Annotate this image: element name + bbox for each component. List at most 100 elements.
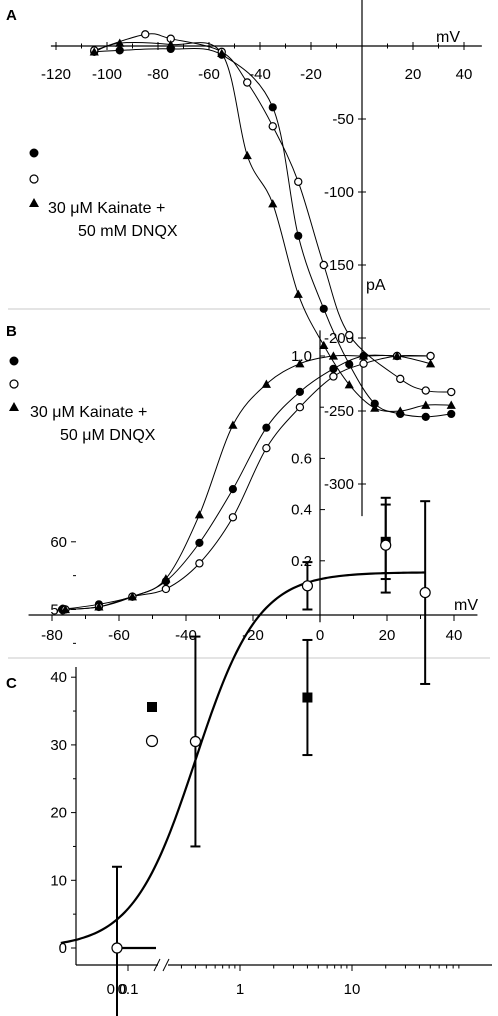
panel-a-y-tick-label: -250 [324, 403, 354, 420]
panel-a-legend: 30 μM Kainate + 50 mM DNQX [29, 148, 178, 240]
panel-a-x-tick-label: 40 [456, 66, 473, 83]
panel-a-point-30-m-kainate-50-mm-dnqx [293, 289, 303, 298]
panel-a-legend-label-dnqx-line2: 50 mM DNQX [78, 223, 178, 240]
panel-b-point-30-m-kainate-50-m-dnqx [60, 604, 70, 614]
panel-b-points [57, 351, 436, 614]
panel-b-point-30-m-kainate [359, 359, 368, 368]
panel-a-point-30-m-kainate [319, 260, 328, 270]
panel-a-point-30-m-kainate [141, 30, 150, 39]
panel-c-x-tick-label: 1 [236, 981, 244, 998]
panel-c-y-tick-label: 0 [59, 940, 67, 957]
panel-c-point-tris [302, 692, 313, 703]
panel-a-point-control [115, 46, 124, 55]
panel-a-y-tick-label: -100 [324, 184, 354, 201]
panel-b-point-30-m-kainate-50-m-dnqx [261, 379, 271, 388]
panel-a-point-30-m-kainate-50-mm-dnqx [217, 48, 227, 57]
panel-a-x-tick-label: -80 [147, 66, 169, 83]
panel-b-x-tick-label: -40 [175, 627, 197, 644]
panel-a-y-tick-label: -300 [324, 476, 354, 493]
panel-a-point-30-m-kainate-50-mm-dnqx [89, 47, 99, 56]
panel-a-x-unit: mV [436, 29, 460, 46]
panel-a-point-control [421, 412, 430, 421]
panel-a-x-tick-label: -20 [300, 66, 322, 83]
panel-b-x-tick-label: 20 [379, 627, 396, 644]
panel-b-x-tick-label: -80 [41, 627, 63, 644]
panel-b-point-30-m-kainate-50-m-dnqx [194, 510, 204, 519]
panel-c-y-tick-label: 50 [50, 602, 67, 619]
panel-b-legend-label-dnqx-line2: 50 μM DNQX [60, 427, 156, 444]
panel-a-x-tick-label: -100 [92, 66, 122, 83]
panel-b-x-tick-label: 40 [446, 627, 463, 644]
panel-a-point-30-m-kainate [243, 78, 252, 87]
panel-a-point-30-m-kainate [447, 387, 456, 397]
panel-b-legend-label-dnqx-line1: 30 μM Kainate + [30, 404, 147, 421]
panel-c-letter: C [6, 675, 17, 692]
panel-c-y-tick-label: 20 [50, 805, 67, 822]
panel-a-legend-label-dnqx-line1: 30 μM Kainate + [48, 200, 165, 217]
panel-a-letter: A [6, 7, 17, 24]
panel-b-point-30-m-kainate-50-m-dnqx [228, 420, 238, 429]
panel-a-point-30-m-kainate-50-mm-dnqx [395, 406, 405, 415]
panel-a-x-tick-label: -60 [198, 66, 220, 83]
panel-a-legend-marker [29, 148, 39, 158]
panel-b-point-30-m-kainate [161, 584, 171, 594]
panel-c-y-tick-label: 30 [50, 737, 67, 754]
panel-c-fit-line [60, 571, 426, 950]
panel-b-point-control [295, 387, 304, 396]
panel-b-axes: -80 -60 -40 -20 0 20 400.20.40.61.0 [28, 330, 478, 644]
panel-a-point-30-m-kainate-50-mm-dnqx [446, 400, 456, 409]
panel-a-legend-marker [29, 198, 39, 207]
panel-b-y-tick-label: 0.6 [291, 450, 312, 467]
panel-c-point-hepes [111, 942, 123, 954]
panel-a-point-30-m-kainate [345, 330, 354, 340]
panel-b-x-tick-label: 0 [316, 627, 324, 644]
panel-a-legend-marker [29, 174, 39, 184]
panel-c-point-hepes [301, 580, 314, 592]
panel-b-line-30-m-kainate [65, 354, 431, 610]
panel-a-y-tick-label: -150 [324, 257, 354, 274]
panel-a-point-30-m-kainate [294, 177, 303, 186]
panel-c-points [111, 496, 431, 1016]
panel-a-point-30-m-kainate [396, 374, 405, 384]
panel-b-legend-marker [9, 356, 19, 366]
panel-a-point-30-m-kainate-50-mm-dnqx [370, 403, 380, 412]
panel-b-point-30-m-kainate [329, 372, 338, 381]
panel-c-legend-marker-tris [147, 702, 157, 712]
panel-b-x-unit: mV [454, 597, 478, 614]
panel-b-point-30-m-kainate-50-m-dnqx [328, 351, 338, 360]
panel-b-point-30-m-kainate [262, 443, 271, 453]
panel-c-point-hepes [419, 586, 431, 599]
panel-b-point-30-m-kainate [426, 351, 435, 361]
panel-b-legend: 30 μM Kainate + 50 μM DNQX [9, 356, 156, 444]
panel-b-letter: B [6, 323, 17, 340]
panel-a-y-tick-label: -50 [332, 111, 354, 128]
panel-a-point-30-m-kainate-50-mm-dnqx [344, 380, 354, 389]
panel-b-point-30-m-kainate [228, 513, 238, 522]
panel-b-point-control [195, 538, 204, 547]
panel-a-point-30-m-kainate-50-mm-dnqx [166, 39, 176, 49]
panel-a-point-control [268, 103, 277, 112]
panel-c-legend [145, 702, 159, 748]
panel-a-point-30-m-kainate-50-mm-dnqx [421, 400, 431, 409]
panel-c-y-tick-label: 60 [50, 534, 67, 551]
panel-b-point-30-m-kainate-50-m-dnqx [295, 359, 305, 368]
panel-b-point-30-m-kainate-50-m-dnqx [161, 574, 171, 583]
panel-b-point-30-m-kainate-50-m-dnqx [127, 592, 137, 601]
panel-a-y-unit: pA [366, 277, 386, 294]
panel-b-point-control [262, 423, 271, 432]
panel-a-point-30-m-kainate-50-mm-dnqx [319, 340, 329, 349]
panel-a-x-tick-label: -120 [41, 66, 71, 83]
panel-c-legend-marker-hepes [145, 734, 159, 748]
panel-b-point-30-m-kainate [195, 559, 204, 568]
panel-a-chart: A mV pA -120-100-80-60-40-20204050-50-10… [6, 0, 482, 517]
panel-b-point-30-m-kainate-50-m-dnqx [425, 359, 436, 368]
panel-c-x-tick-label: 0.1 [118, 981, 139, 998]
panel-a-point-30-m-kainate [268, 122, 277, 131]
panel-a-points [89, 30, 456, 421]
panel-c-axis-break-mark [153, 958, 161, 972]
panel-b-x-tick-label: -60 [108, 627, 130, 644]
panel-c-y-tick-label: 10 [50, 872, 67, 889]
panel-b-point-30-m-kainate-50-m-dnqx [358, 351, 369, 360]
